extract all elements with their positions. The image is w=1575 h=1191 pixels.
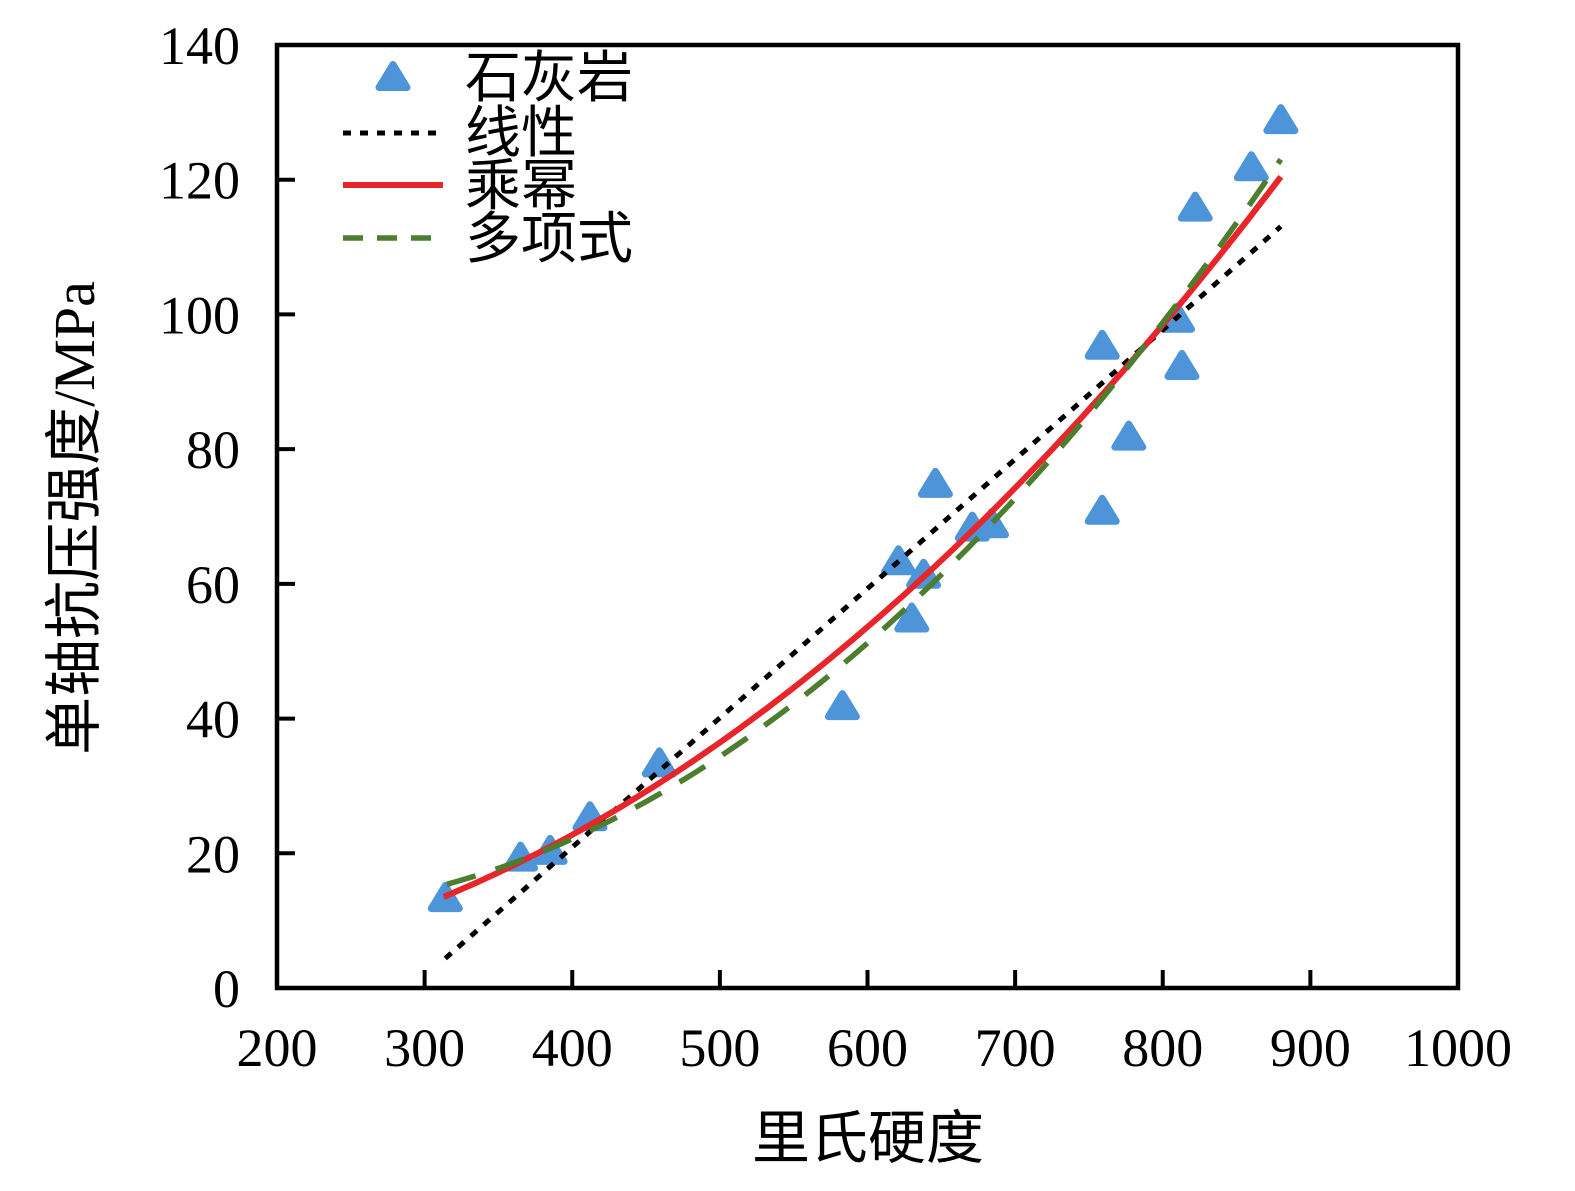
- x-tick-label: 500: [679, 1018, 760, 1078]
- fit-line-solid: [442, 174, 1284, 900]
- scatter-point: [1084, 329, 1120, 360]
- scatter-point: [974, 508, 1010, 539]
- fit-line-dashed: [446, 157, 1284, 887]
- plot-border: [274, 42, 1461, 991]
- y-axis: 0 20 40 60 80 100 120 140: [159, 16, 295, 1019]
- y-tick-label: 0: [213, 959, 240, 1019]
- scatter-point: [641, 747, 677, 778]
- y-tick-label: 20: [186, 824, 240, 884]
- scatter-point: [1111, 420, 1147, 451]
- x-axis: 200 300 400 500 600 700 800 900 1000: [237, 970, 1512, 1078]
- scatter-point: [894, 602, 930, 633]
- scatter-point: [1084, 494, 1120, 525]
- y-tick-label: 120: [159, 151, 240, 211]
- y-tick-label: 100: [159, 285, 240, 345]
- scatter-point: [917, 467, 953, 498]
- scatter-point: [824, 690, 860, 721]
- x-tick-label: 800: [1122, 1018, 1203, 1078]
- legend-label-limestone: 石灰岩: [465, 48, 633, 110]
- legend-label-polynomial: 多项式: [465, 209, 633, 271]
- scatter-point: [1164, 349, 1200, 380]
- legend-label-linear: 线性: [465, 103, 577, 165]
- y-tick-label: 60: [186, 555, 240, 615]
- scatter-point: [1177, 191, 1213, 222]
- scatter-point: [881, 545, 917, 576]
- x-tick-label: 700: [975, 1018, 1056, 1078]
- scatter-points: [427, 104, 1299, 913]
- legend-label-power: 乘幂: [465, 156, 577, 218]
- x-axis-title: 里氏硬度: [752, 1106, 984, 1171]
- x-tick-label: 200: [237, 1018, 318, 1078]
- y-tick-label: 140: [159, 16, 240, 76]
- legend-marker-triangle-icon: [375, 61, 411, 91]
- scatter-point: [1263, 104, 1299, 135]
- y-axis-title: 单轴抗压强度/MPa: [42, 281, 107, 755]
- y-tick-label: 40: [186, 690, 240, 750]
- x-tick-label: 1000: [1404, 1018, 1512, 1078]
- legend: 石灰岩 线性 乘幂 多项式: [343, 48, 633, 271]
- x-tick-label: 300: [384, 1018, 465, 1078]
- scatter-point: [1233, 151, 1269, 182]
- x-tick-label: 400: [532, 1018, 613, 1078]
- y-tick-label: 80: [186, 420, 240, 480]
- plot-frame: [274, 42, 1461, 991]
- fit-lines: [442, 157, 1284, 961]
- x-tick-label: 600: [827, 1018, 908, 1078]
- x-tick-label: 900: [1270, 1018, 1351, 1078]
